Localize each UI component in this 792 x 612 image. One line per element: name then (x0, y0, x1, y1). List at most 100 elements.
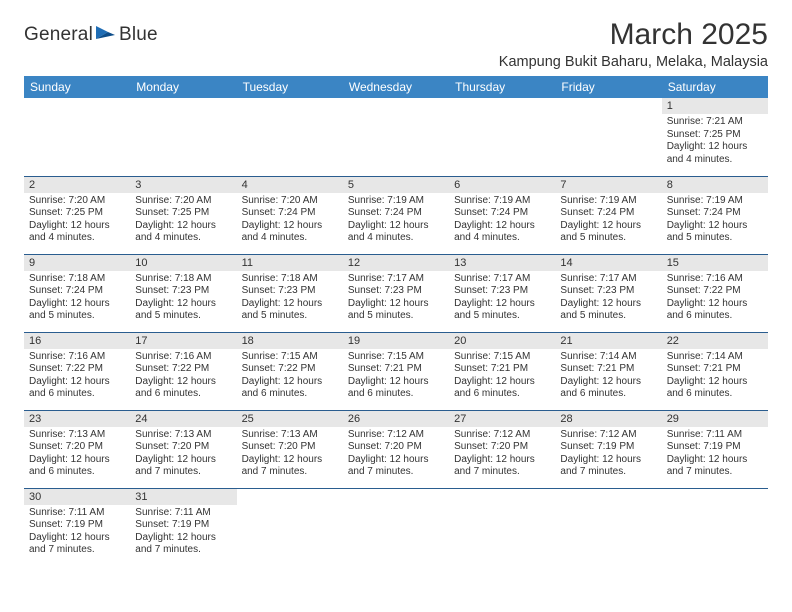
sunrise-line: Sunrise: 7:17 AM (348, 273, 444, 286)
calendar-day-cell: 11Sunrise: 7:18 AMSunset: 7:23 PMDayligh… (237, 254, 343, 332)
sunrise-line: Sunrise: 7:16 AM (135, 351, 231, 364)
day-number: 6 (449, 177, 555, 193)
daylight-line: Daylight: 12 hours and 5 minutes. (454, 298, 550, 323)
calendar-week-row: 9 Sunrise: 7:18 AM Sunset: 7:24 PM Daylight… (24, 254, 768, 332)
daylight-line: Daylight: 12 hours and 4 minutes. (135, 220, 231, 245)
day-details: Sunrise: 7:17 AMSunset: 7:23 PMDaylight:… (555, 271, 661, 327)
calendar-week-row: 2Sunrise: 7:20 AMSunset: 7:25 PMDaylight… (24, 176, 768, 254)
sunset-line: Sunset: 7:22 PM (29, 363, 125, 376)
day-number: 23 (24, 411, 130, 427)
day-number: 5 (343, 177, 449, 193)
day-number: 8 (662, 177, 768, 193)
day-number: 25 (237, 411, 343, 427)
calendar-day-cell: 1Sunrise: 7:21 AMSunset: 7:25 PMDaylight… (662, 98, 768, 176)
day-details: Sunrise: 7:18 AMSunset: 7:23 PMDaylight:… (237, 271, 343, 327)
day-details: Sunrise: 7:17 AMSunset: 7:23 PMDaylight:… (449, 271, 555, 327)
calendar-week-row: 1Sunrise: 7:21 AMSunset: 7:25 PMDaylight… (24, 98, 768, 176)
daylight-line: Daylight: 12 hours and 5 minutes. (560, 220, 656, 245)
day-details: Sunrise: 7:16 AMSunset: 7:22 PMDaylight:… (24, 349, 130, 405)
calendar-table: SundayMondayTuesdayWednesdayThursdayFrid… (24, 76, 768, 566)
day-details: Sunrise: 7:15 AMSunset: 7:21 PMDaylight:… (343, 349, 449, 405)
sunset-line: Sunset: 7:24 PM (348, 207, 444, 220)
calendar-day-cell (449, 488, 555, 566)
day-number: 26 (343, 411, 449, 427)
sunrise-line: Sunrise: 7:16 AM (29, 351, 125, 364)
sunset-line: Sunset: 7:22 PM (135, 363, 231, 376)
sunset-line: Sunset: 7:22 PM (242, 363, 338, 376)
calendar-day-cell: 16Sunrise: 7:16 AMSunset: 7:22 PMDayligh… (24, 332, 130, 410)
sunrise-line: Sunrise: 7:16 AM (667, 273, 763, 286)
day-number: 17 (130, 333, 236, 349)
daylight-line: Daylight: 12 hours and 4 minutes. (667, 141, 763, 166)
weekday-header: Tuesday (237, 76, 343, 98)
calendar-day-cell: 4Sunrise: 7:20 AMSunset: 7:24 PMDaylight… (237, 176, 343, 254)
calendar-day-cell: 29Sunrise: 7:11 AMSunset: 7:19 PMDayligh… (662, 410, 768, 488)
calendar-day-cell: 17Sunrise: 7:16 AMSunset: 7:22 PMDayligh… (130, 332, 236, 410)
day-details: Sunrise: 7:12 AMSunset: 7:19 PMDaylight:… (555, 427, 661, 483)
daylight-line: Daylight: 12 hours and 6 minutes. (667, 376, 763, 401)
brand-logo: General Blue (24, 18, 158, 46)
day-details: Sunrise: 7:20 AMSunset: 7:25 PMDaylight:… (24, 193, 130, 249)
sunset-line: Sunset: 7:23 PM (135, 285, 231, 298)
daylight-line: Daylight: 12 hours and 6 minutes. (454, 376, 550, 401)
day-number: 27 (449, 411, 555, 427)
calendar-day-cell: 14Sunrise: 7:17 AMSunset: 7:23 PMDayligh… (555, 254, 661, 332)
day-number: 20 (449, 333, 555, 349)
sunrise-line: Sunrise: 7:13 AM (29, 429, 125, 442)
sunset-line: Sunset: 7:19 PM (29, 519, 125, 532)
daylight-line: Daylight: 12 hours and 6 minutes. (348, 376, 444, 401)
day-details: Sunrise: 7:13 AMSunset: 7:20 PMDaylight:… (130, 427, 236, 483)
sunset-line: Sunset: 7:24 PM (560, 207, 656, 220)
day-details: Sunrise: 7:13 AMSunset: 7:20 PMDaylight:… (237, 427, 343, 483)
day-details: Sunrise: 7:21 AMSunset: 7:25 PMDaylight:… (662, 114, 768, 170)
day-details: Sunrise: 7:16 AMSunset: 7:22 PMDaylight:… (662, 271, 768, 327)
sunset-line: Sunset: 7:24 PM (29, 285, 125, 298)
calendar-day-cell (237, 488, 343, 566)
day-number: 9 (24, 255, 130, 271)
calendar-day-cell: 6Sunrise: 7:19 AMSunset: 7:24 PMDaylight… (449, 176, 555, 254)
calendar-day-cell (343, 98, 449, 176)
daylight-line: Daylight: 12 hours and 5 minutes. (242, 298, 338, 323)
calendar-day-cell: 26Sunrise: 7:12 AMSunset: 7:20 PMDayligh… (343, 410, 449, 488)
sunrise-line: Sunrise: 7:18 AM (242, 273, 338, 286)
sunset-line: Sunset: 7:19 PM (135, 519, 231, 532)
calendar-body: 1Sunrise: 7:21 AMSunset: 7:25 PMDaylight… (24, 98, 768, 566)
location-text: Kampung Bukit Baharu, Melaka, Malaysia (499, 54, 768, 70)
sunset-line: Sunset: 7:25 PM (29, 207, 125, 220)
daylight-line: Daylight: 12 hours and 4 minutes. (242, 220, 338, 245)
day-number: 29 (662, 411, 768, 427)
daylight-line: Daylight: 12 hours and 5 minutes. (560, 298, 656, 323)
sunset-line: Sunset: 7:22 PM (667, 285, 763, 298)
sunset-line: Sunset: 7:20 PM (348, 441, 444, 454)
day-details: Sunrise: 7:16 AMSunset: 7:22 PMDaylight:… (130, 349, 236, 405)
daylight-line: Daylight: 12 hours and 7 minutes. (242, 454, 338, 479)
daylight-line: Daylight: 12 hours and 5 minutes. (135, 298, 231, 323)
sunrise-line: Sunrise: 7:19 AM (348, 195, 444, 208)
calendar-day-cell: 24Sunrise: 7:13 AMSunset: 7:20 PMDayligh… (130, 410, 236, 488)
sunset-line: Sunset: 7:20 PM (454, 441, 550, 454)
day-details: Sunrise: 7:19 AMSunset: 7:24 PMDaylight:… (555, 193, 661, 249)
daylight-line: Daylight: 12 hours and 5 minutes. (348, 298, 444, 323)
day-details: Sunrise: 7:19 AMSunset: 7:24 PMDaylight:… (343, 193, 449, 249)
day-number: 24 (130, 411, 236, 427)
day-number: 2 (24, 177, 130, 193)
day-number: 4 (237, 177, 343, 193)
daylight-line: Daylight: 12 hours and 5 minutes. (667, 220, 763, 245)
sunset-line: Sunset: 7:23 PM (560, 285, 656, 298)
day-details: Sunrise: 7:17 AMSunset: 7:23 PMDaylight:… (343, 271, 449, 327)
calendar-day-cell (130, 98, 236, 176)
sunset-line: Sunset: 7:19 PM (560, 441, 656, 454)
daylight-line: Daylight: 12 hours and 7 minutes. (667, 454, 763, 479)
calendar-day-cell (555, 98, 661, 176)
sunset-line: Sunset: 7:24 PM (242, 207, 338, 220)
sunset-line: Sunset: 7:20 PM (29, 441, 125, 454)
sunrise-line: Sunrise: 7:18 AM (135, 273, 231, 286)
sunrise-line: Sunrise: 7:14 AM (560, 351, 656, 364)
sunrise-line: Sunrise: 7:12 AM (454, 429, 550, 442)
sunset-line: Sunset: 7:19 PM (667, 441, 763, 454)
sunset-line: Sunset: 7:21 PM (667, 363, 763, 376)
sunrise-line: Sunrise: 7:19 AM (667, 195, 763, 208)
calendar-day-cell (24, 98, 130, 176)
weekday-header: Monday (130, 76, 236, 98)
daylight-line: Daylight: 12 hours and 7 minutes. (560, 454, 656, 479)
